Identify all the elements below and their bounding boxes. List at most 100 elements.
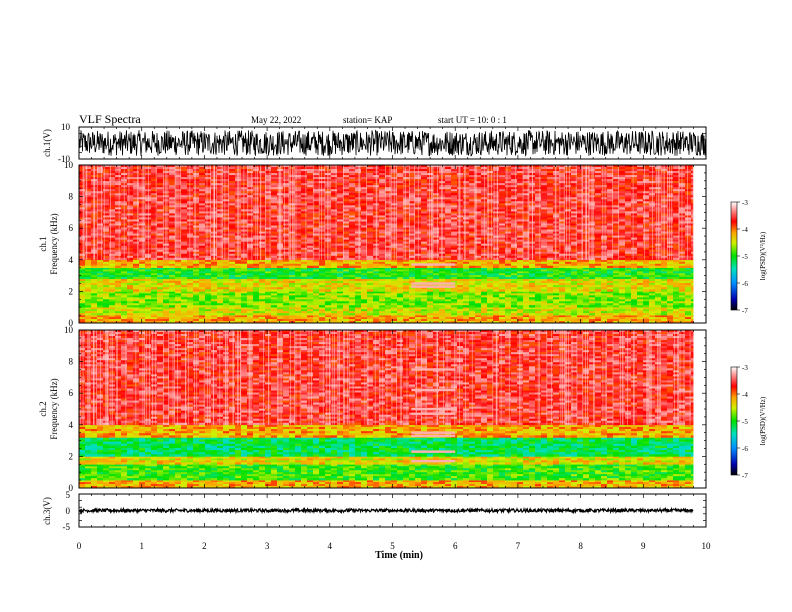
spectrogram-cell — [541, 315, 547, 317]
spectrogram-cell — [139, 311, 145, 313]
spectrogram-cell — [151, 279, 157, 281]
spectrogram-cell — [241, 307, 247, 309]
spectrogram-cell — [493, 273, 499, 275]
spectrogram-cell — [427, 275, 433, 277]
spectrogram-cell — [343, 277, 349, 279]
spectrogram-cell — [499, 273, 505, 275]
spectrogram-cell — [451, 313, 457, 315]
spectrogram-cell — [463, 319, 469, 321]
spectrogram-cell — [463, 181, 469, 183]
spectrogram-cell — [115, 171, 121, 173]
spectrogram-cell — [559, 273, 565, 275]
spectrogram-cell — [385, 277, 391, 279]
spectrogram-cell — [259, 189, 265, 191]
spectrogram-cell — [493, 281, 499, 283]
spectrogram-cell — [595, 309, 601, 311]
spectrogram-cell — [295, 285, 301, 287]
spectrogram-cell — [379, 181, 385, 183]
spectrogram-cell — [271, 281, 277, 283]
spectrogram-cell — [79, 270, 85, 272]
spectrogram-cell — [181, 305, 187, 307]
spectrogram-cell — [289, 303, 295, 305]
spectrogram-cell — [151, 293, 157, 295]
spectrogram-cell — [121, 283, 127, 285]
spectrogram-cell — [259, 183, 265, 185]
figure-title: VLF Spectra — [79, 112, 141, 126]
spectrogram-cell — [439, 275, 445, 277]
spectrogram-cell — [613, 297, 619, 299]
spectrogram-cell — [619, 297, 625, 299]
spectrogram-cell — [355, 299, 361, 301]
spectrogram-cell — [265, 270, 271, 272]
spectrogram-cell — [325, 279, 331, 281]
spectrogram-cell — [667, 181, 673, 183]
spectrogram-cell — [469, 271, 475, 273]
spectrogram-cell — [271, 264, 277, 266]
spectrogram-cell — [427, 309, 433, 311]
spectrogram-cell — [313, 311, 319, 313]
spectrogram-cell — [337, 293, 343, 295]
spectrogram-cell — [433, 311, 439, 313]
spectrogram-cell — [331, 262, 337, 264]
spectrogram-cell — [481, 187, 487, 189]
spectrogram-cell — [187, 305, 193, 307]
spectrogram-cell — [445, 299, 451, 301]
spectrogram-cell — [271, 311, 277, 313]
spectrogram-cell — [523, 279, 529, 281]
spectrogram-cell — [487, 319, 493, 321]
spectrogram-cell — [469, 281, 475, 283]
spectrogram-cell — [595, 270, 601, 272]
spectrogram-cell — [517, 275, 523, 277]
spectrogram-cell — [559, 295, 565, 297]
spectrogram-cell — [253, 287, 259, 289]
spectrogram-cell — [505, 317, 511, 319]
spectrogram-cell — [385, 273, 391, 275]
spectrogram-cell — [409, 301, 415, 303]
spectrogram-cell — [85, 275, 91, 277]
spectrogram-cell — [331, 295, 337, 297]
spectrogram-cell — [541, 266, 547, 268]
spectrogram-cell — [367, 287, 373, 289]
spectrogram-cell — [667, 305, 673, 307]
spectrogram-cell — [283, 313, 289, 315]
spectrogram-cell — [331, 266, 337, 268]
spectrogram-cell — [523, 268, 529, 270]
spectrogram-cell — [487, 313, 493, 315]
spectrogram-cell — [505, 319, 511, 321]
spectrogram-cell — [151, 273, 157, 275]
spectrogram-cell — [391, 315, 397, 317]
spectrogram-cell — [319, 313, 325, 315]
spectrogram-cell — [121, 279, 127, 281]
spectrogram-cell — [631, 171, 637, 173]
spectrogram-cell — [361, 295, 367, 297]
spectrogram-cell — [541, 301, 547, 303]
spectrogram-cell — [667, 309, 673, 311]
spectrogram-cell — [583, 309, 589, 311]
spectrogram-cell — [355, 264, 361, 266]
spectrogram-cell — [229, 271, 235, 273]
spectrogram-cell — [451, 315, 457, 317]
spectrogram-cell — [181, 181, 187, 183]
spectrogram-cell — [613, 293, 619, 295]
spectrogram-cell — [499, 319, 505, 321]
spectrogram-cell — [589, 305, 595, 307]
spectrogram-cell — [217, 262, 223, 264]
spectrogram-cell — [643, 315, 649, 317]
spectrogram-cell — [277, 264, 283, 266]
spectrogram-cell — [553, 311, 559, 313]
spectrogram-cell — [601, 195, 607, 197]
spectrogram-cell — [349, 260, 355, 262]
spectrogram-cell — [229, 260, 235, 262]
spectrogram-cell — [85, 262, 91, 264]
spectrogram-cell — [439, 266, 445, 268]
spectrogram-cell — [667, 315, 673, 317]
spectrogram-cell — [667, 311, 673, 313]
spectrogram-cell — [511, 195, 517, 197]
spectrogram-cell — [97, 313, 103, 315]
spectrogram-cell — [601, 297, 607, 299]
spectrogram-cell — [97, 167, 103, 169]
spectrogram-cell — [385, 193, 391, 195]
spectrogram-cell — [505, 270, 511, 272]
spectrogram-cell — [445, 187, 451, 189]
spectrogram-cell — [355, 260, 361, 262]
